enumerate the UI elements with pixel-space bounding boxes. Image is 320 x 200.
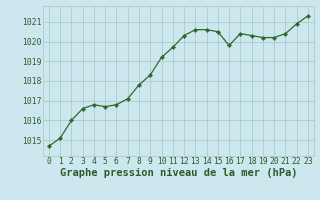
X-axis label: Graphe pression niveau de la mer (hPa): Graphe pression niveau de la mer (hPa) <box>60 168 297 178</box>
